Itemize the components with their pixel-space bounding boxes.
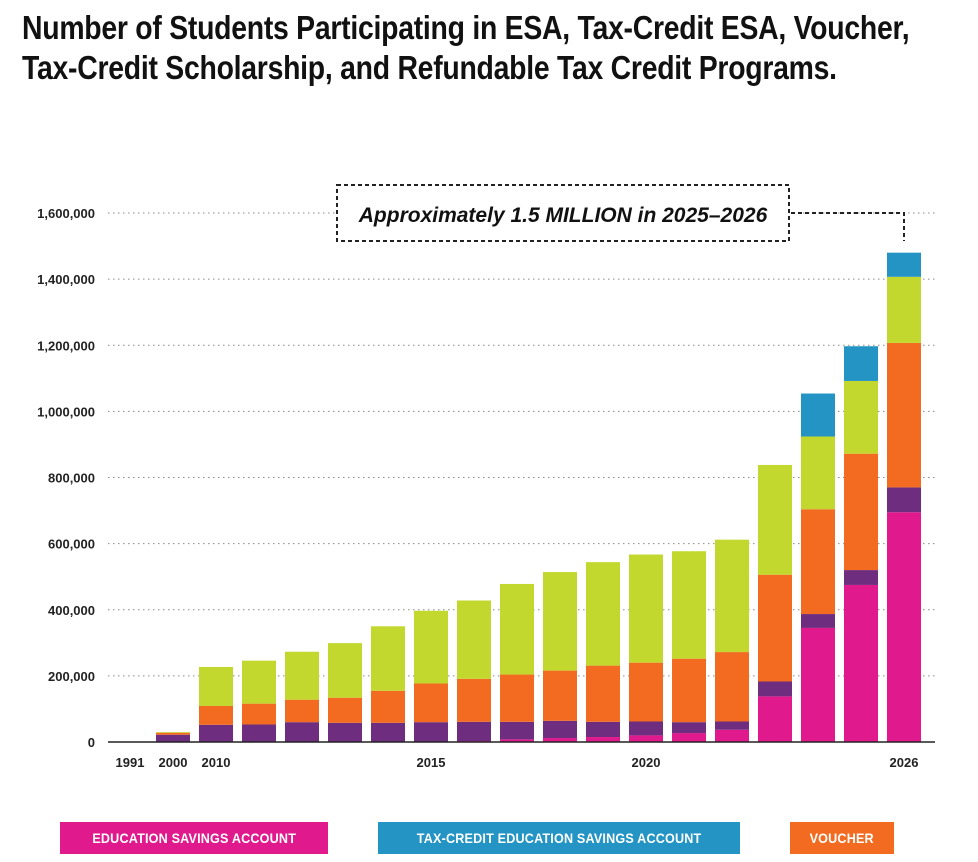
bar-segment [844, 570, 878, 585]
bars [156, 252, 921, 742]
bar-segment [844, 584, 878, 742]
bar-segment [672, 658, 706, 723]
bar-segment [500, 583, 534, 675]
legend-label: EDUCATION SAVINGS ACCOUNT [92, 830, 296, 846]
bar-segment [801, 436, 835, 510]
bar-segment [414, 610, 448, 684]
legend-education-savings-account: EDUCATION SAVINGS ACCOUNT [60, 822, 328, 854]
bar-segment [887, 276, 921, 343]
bar-segment [801, 393, 835, 437]
bar-segment [629, 721, 663, 736]
bar-segment [887, 252, 921, 277]
bar-segment [844, 453, 878, 571]
bar-segment [543, 572, 577, 671]
x-axis: 1991 2000 2010 2015 2020 2026 [108, 741, 935, 770]
bar-segment [457, 678, 491, 722]
bar-segment [242, 724, 276, 742]
x-tick-label: 2000 [159, 755, 188, 770]
bar-segment [715, 539, 749, 653]
bar-segment [586, 721, 620, 738]
legend-voucher: VOUCHER [790, 822, 894, 854]
x-tick-label: 2010 [202, 755, 231, 770]
bar-segment [156, 732, 190, 733]
y-tick-label: 1,400,000 [37, 272, 95, 287]
bar-segment [457, 721, 491, 742]
x-tick-label: 2026 [890, 755, 919, 770]
bar-segment [199, 666, 233, 706]
annotation-connector [791, 212, 905, 241]
bar-segment [801, 509, 835, 615]
bar-segment [887, 342, 921, 488]
bar-segment [672, 733, 706, 742]
bar-segment [586, 737, 620, 742]
bar-segment [414, 722, 448, 742]
x-tick-label: 1991 [116, 755, 145, 770]
y-tick-label: 0 [88, 735, 95, 750]
bar-segment [715, 652, 749, 722]
bar-segment [328, 722, 362, 742]
bar-segment [758, 574, 792, 682]
bar-segment [844, 346, 878, 381]
annotation-text: Approximately 1.5 MILLION in 2025–2026 [358, 204, 768, 227]
y-tick-label: 400,000 [48, 603, 95, 618]
annotation: Approximately 1.5 MILLION in 2025–2026 [336, 184, 905, 242]
y-tick-label: 800,000 [48, 471, 95, 486]
y-tick-label: 1,600,000 [37, 206, 95, 221]
x-tick-label: 2020 [632, 755, 661, 770]
bar-segment [887, 487, 921, 513]
bar-segment [285, 651, 319, 700]
bar-segment [285, 699, 319, 723]
y-tick-label: 200,000 [48, 669, 95, 684]
legend-tax-credit-esa: TAX-CREDIT EDUCATION SAVINGS ACCOUNT [378, 822, 740, 854]
bar-segment [199, 724, 233, 742]
bar-segment [371, 722, 405, 742]
bar-segment [629, 735, 663, 742]
legend-label: TAX-CREDIT EDUCATION SAVINGS ACCOUNT [416, 830, 702, 846]
bar-segment [758, 696, 792, 742]
bar-segment [500, 739, 534, 742]
bar-segment [758, 464, 792, 575]
bar-segment [887, 512, 921, 742]
bar-segment [457, 600, 491, 679]
bar-segment [586, 665, 620, 722]
bar-segment [715, 729, 749, 742]
bar-segment [328, 697, 362, 723]
bar-segment [758, 681, 792, 697]
bar-segment [156, 732, 190, 735]
y-tick-label: 1,000,000 [37, 404, 95, 419]
bar-segment [629, 662, 663, 722]
bar-segment [242, 660, 276, 704]
annotation-box [336, 184, 790, 242]
bar-segment [371, 626, 405, 691]
bar-segment [801, 627, 835, 742]
bar-segment [500, 674, 534, 722]
bar-segment [543, 720, 577, 739]
bar-segment [844, 380, 878, 454]
bar-segment [672, 551, 706, 659]
bar-segment [156, 734, 190, 742]
x-tick-label: 2015 [417, 755, 446, 770]
bar-segment [586, 562, 620, 666]
bar-segment [543, 738, 577, 742]
bar-segment [199, 705, 233, 725]
bar-segment [500, 721, 534, 740]
y-axis: 0 200,000 400,000 600,000 800,000 1,000,000 1,… [37, 206, 95, 750]
legend-label: VOUCHER [809, 830, 875, 846]
bar-segment [629, 554, 663, 663]
bar-segment [242, 703, 276, 725]
bar-segment [801, 614, 835, 628]
y-tick-label: 1,200,000 [37, 338, 95, 353]
chart-title: Number of Students Participating in ESA,… [22, 9, 910, 86]
bar-segment [715, 721, 749, 730]
bar-segment [371, 690, 405, 723]
bar-segment [543, 670, 577, 721]
bar-segment [285, 722, 319, 742]
bar-segment [414, 683, 448, 723]
stacked-bar-chart: 0 200,000 400,000 600,000 800,000 1,000,000 1,… [37, 184, 935, 770]
bar-segment [328, 643, 362, 698]
y-tick-label: 600,000 [48, 537, 95, 552]
bar-segment [672, 722, 706, 734]
